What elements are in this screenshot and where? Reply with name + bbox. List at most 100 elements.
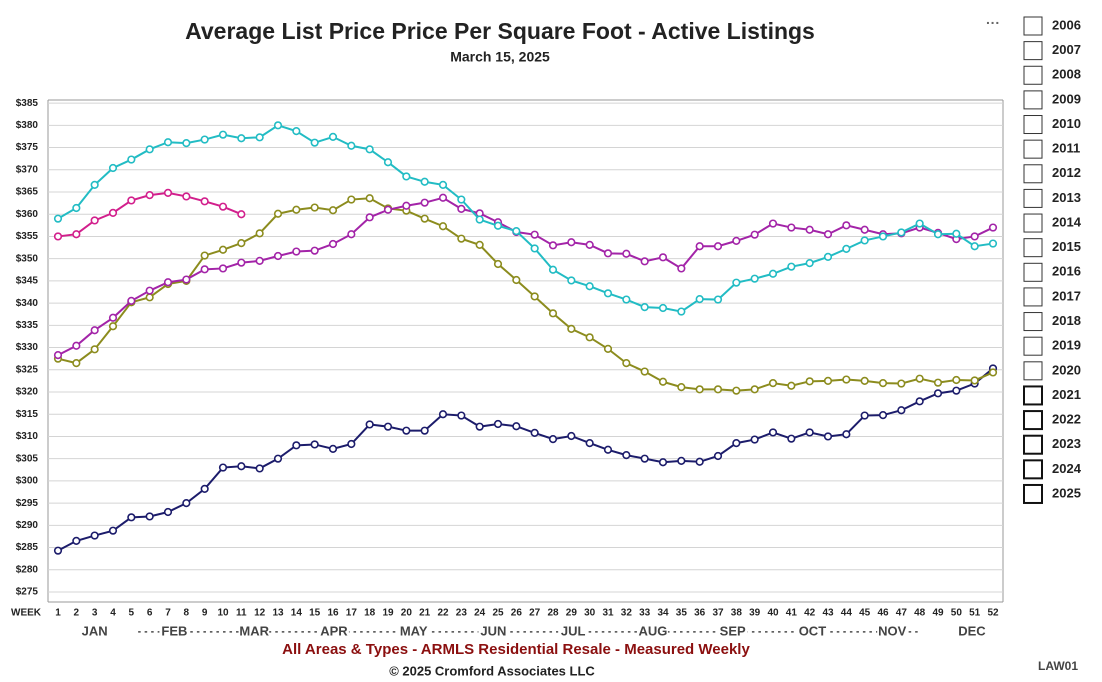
legend-checkbox[interactable]: [1023, 385, 1043, 406]
legend-label: 2023: [1052, 436, 1081, 451]
data-point: [860, 236, 869, 245]
month-bg: [797, 624, 828, 640]
x-tick-label: 21: [419, 608, 431, 619]
legend-checkbox[interactable]: [1023, 16, 1043, 36]
month-label: NOV: [878, 623, 907, 638]
y-tick-label: $310: [16, 431, 39, 442]
legend-checkbox[interactable]: [1023, 434, 1043, 455]
data-point: [127, 513, 136, 522]
month-bg: [239, 624, 270, 640]
data-point: [53, 351, 63, 360]
y-tick-label: $345: [16, 276, 39, 287]
legend-checkbox[interactable]: [1023, 139, 1043, 159]
data-point: [805, 225, 814, 234]
data-point: [72, 359, 81, 368]
data-point: [255, 133, 264, 142]
x-tick-label: 7: [165, 608, 171, 619]
legend-checkbox[interactable]: [1023, 262, 1043, 282]
x-tick-label: 23: [456, 608, 468, 619]
data-point: [897, 379, 906, 388]
x-tick-label: 35: [676, 608, 688, 619]
legend-checkbox[interactable]: [1023, 483, 1043, 504]
data-point: [512, 422, 521, 431]
legend-checkbox[interactable]: [1023, 90, 1043, 110]
x-tick-label: 10: [217, 608, 229, 619]
data-point: [860, 411, 869, 420]
data-point: [750, 274, 759, 283]
data-point: [512, 227, 521, 236]
data-point: [200, 251, 209, 260]
legend-checkbox[interactable]: [1023, 336, 1043, 356]
data-point: [695, 242, 704, 251]
legend-checkbox[interactable]: [1023, 459, 1043, 480]
data-point: [640, 454, 649, 463]
chart-code: LAW01: [1038, 659, 1078, 673]
menu-button[interactable]: ···: [986, 15, 1000, 31]
x-tick-label: 50: [951, 608, 963, 619]
legend-checkbox[interactable]: [1023, 361, 1043, 381]
data-point: [90, 345, 99, 354]
month-label: JUL: [561, 623, 586, 638]
legend-checkbox[interactable]: [1023, 312, 1043, 332]
y-tick-label: $320: [16, 387, 39, 398]
y-tick-label: $330: [16, 342, 39, 353]
data-point: [145, 145, 154, 154]
month-label: JUN: [480, 623, 506, 638]
data-point: [127, 196, 136, 205]
data-point: [402, 426, 411, 435]
legend-label: 2008: [1052, 67, 1081, 82]
month-bg: [717, 624, 748, 640]
data-point: [677, 383, 686, 392]
data-point: [292, 127, 301, 136]
legend-checkbox[interactable]: [1023, 410, 1043, 431]
y-tick-label: $300: [16, 476, 39, 487]
data-point: [347, 230, 356, 239]
x-tick-label: 13: [272, 608, 284, 619]
y-tick-label: $365: [16, 187, 39, 198]
x-tick-label: 2: [74, 608, 80, 619]
legend-checkbox[interactable]: [1023, 238, 1043, 258]
y-tick-label: $380: [16, 120, 39, 131]
month-bg: [558, 624, 589, 640]
legend-checkbox[interactable]: [1023, 188, 1043, 208]
legend-checkbox[interactable]: [1023, 115, 1043, 135]
data-point: [988, 368, 998, 377]
data-point: [347, 141, 356, 150]
data-point: [915, 374, 924, 383]
x-tick-label: 27: [529, 608, 541, 619]
legend-checkbox[interactable]: [1023, 164, 1043, 184]
month-label: JAN: [82, 623, 108, 638]
data-point: [842, 430, 851, 439]
data-point: [72, 203, 81, 213]
data-point: [585, 240, 594, 249]
legend-checkbox[interactable]: [1023, 287, 1043, 307]
month-label: OCT: [799, 623, 827, 638]
data-point: [347, 439, 356, 449]
legend-label: 2024: [1052, 461, 1082, 476]
legend-checkbox[interactable]: [1023, 41, 1043, 61]
y-tick-label: $355: [16, 231, 39, 242]
data-point: [127, 155, 136, 164]
legend-checkbox[interactable]: [1023, 213, 1043, 233]
month-bg: [478, 624, 509, 640]
legend-label: 2015: [1052, 239, 1081, 254]
x-tick-label: 12: [254, 608, 266, 619]
x-tick-label: 30: [584, 608, 596, 619]
legend-label: 2012: [1052, 165, 1081, 180]
legend-checkbox[interactable]: [1023, 65, 1043, 85]
month-label: MAY: [400, 623, 428, 638]
x-tick-label: 20: [401, 608, 413, 619]
x-tick-label: 45: [859, 608, 871, 619]
data-point: [200, 484, 209, 493]
data-point: [732, 386, 741, 395]
footer: All Areas & Types - ARMLS Residential Re…: [282, 641, 750, 658]
x-tick-label: 49: [932, 608, 944, 619]
data-point: [622, 359, 631, 368]
data-point: [420, 214, 429, 223]
data-point: [163, 138, 173, 147]
data-point: [622, 295, 631, 304]
data-point: [842, 244, 851, 253]
x-tick-label: 26: [511, 608, 523, 619]
data-point: [72, 230, 81, 239]
